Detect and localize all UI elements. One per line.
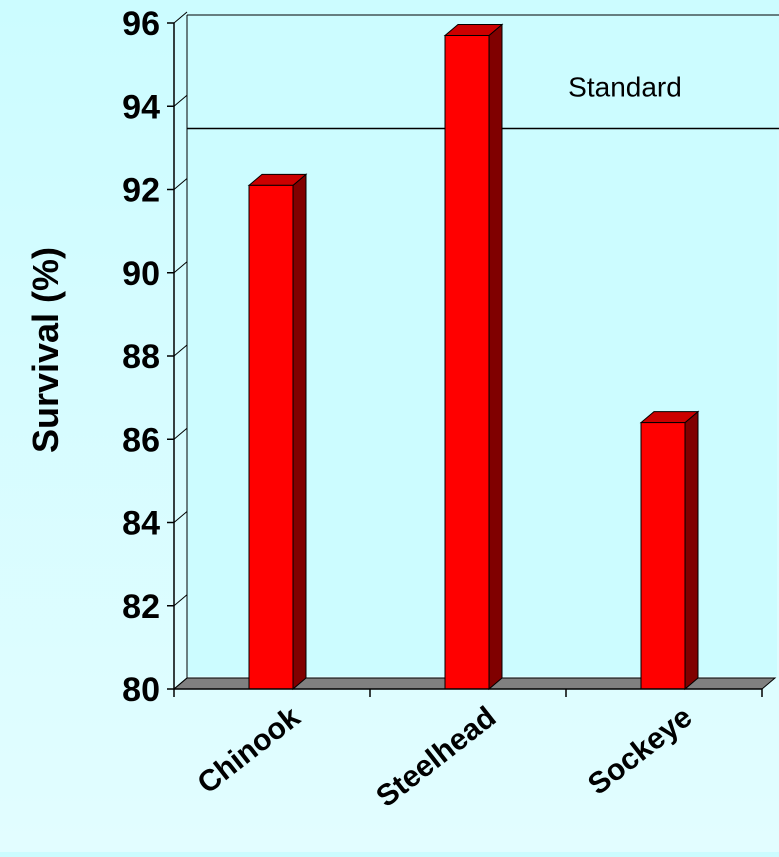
x-category-label: Chinook	[191, 700, 306, 800]
bars-group	[247, 23, 700, 691]
bar	[639, 410, 700, 691]
y-tick-depth	[173, 344, 188, 357]
y-axis-title: Survival (%)	[25, 247, 66, 453]
y-tick-label: 96	[122, 5, 160, 43]
x-category-label: Sockeye	[582, 701, 698, 802]
y-tick-depth	[173, 594, 188, 607]
y-tick-depth	[173, 427, 188, 440]
bar-front	[640, 422, 686, 690]
y-ticks-group: 80 82 84 86 88 90 92 94 96	[122, 5, 188, 709]
bar-side	[292, 173, 307, 691]
bar-side	[488, 23, 503, 691]
x-category-label: Steelhead	[370, 701, 502, 814]
bar-front	[248, 184, 294, 690]
bar-side	[684, 410, 699, 691]
y-tick-label: 80	[122, 671, 160, 709]
y-tick-label: 86	[122, 421, 160, 459]
y-tick-label: 84	[122, 505, 160, 543]
y-tick-label: 94	[122, 88, 160, 126]
y-tick-label: 82	[122, 588, 160, 626]
y-tick-depth	[173, 178, 188, 190]
bar	[247, 173, 308, 691]
y-tick-label: 90	[122, 255, 160, 293]
y-tick-label: 92	[122, 172, 160, 210]
y-tick-depth	[173, 261, 188, 274]
y-tick-depth	[173, 11, 188, 24]
x-ticks-group: Chinook Steelhead Sockeye	[173, 689, 763, 814]
standard-label: Standard	[568, 72, 682, 103]
y-tick-depth	[173, 677, 188, 690]
y-tick-label: 88	[122, 338, 160, 376]
bar	[443, 23, 504, 691]
bar-front	[444, 34, 490, 690]
y-tick-depth	[173, 94, 188, 107]
y-tick-depth	[173, 511, 188, 523]
